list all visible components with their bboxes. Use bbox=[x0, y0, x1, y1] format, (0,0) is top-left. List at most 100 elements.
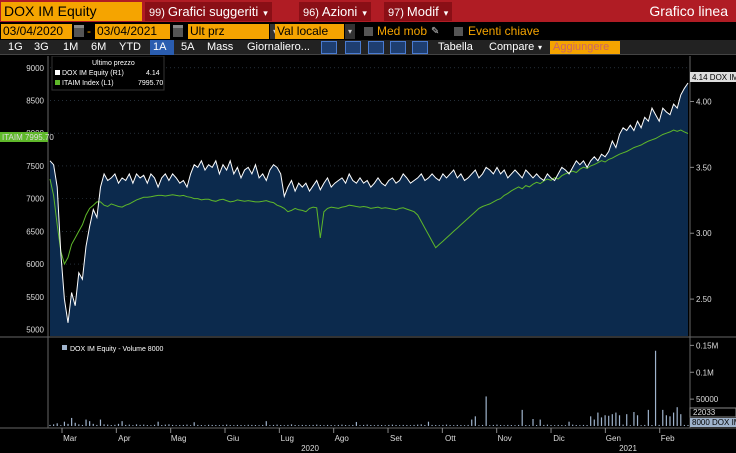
calendar-icon[interactable] bbox=[74, 25, 84, 37]
itaim-value-tag: ITAIM 7995.70 bbox=[0, 132, 54, 142]
period-tab-5a[interactable]: 5A bbox=[181, 41, 195, 53]
actions-menu[interactable]: 96) Azioni ▾ bbox=[299, 2, 371, 21]
drawing-tools-icon[interactable] bbox=[390, 41, 406, 54]
dox-price-line bbox=[49, 82, 689, 323]
month-label: Ago bbox=[335, 434, 350, 443]
period-tab-3g[interactable]: 3G bbox=[34, 41, 49, 53]
price-chart[interactable]: 900085008000750070006500600055005000 4.0… bbox=[0, 56, 736, 453]
annotation-icon[interactable] bbox=[368, 41, 384, 54]
price-legend: Ultimo prezzo DOX IM Equity (R1) 4.14 IT… bbox=[51, 56, 165, 91]
chart-type-title: Grafico linea bbox=[649, 3, 728, 19]
moving-average-checkbox[interactable] bbox=[364, 27, 373, 36]
price-field-select[interactable]: Ult prz bbox=[188, 24, 269, 39]
frequency-select[interactable]: Giornaliero... bbox=[247, 41, 310, 53]
calendar-icon[interactable] bbox=[173, 25, 183, 37]
period-toolbar: 1G 3G 1M 6M YTD 1A 5A Mass Giornaliero..… bbox=[0, 40, 736, 55]
dropdown-arrow-icon: ▾ bbox=[443, 8, 449, 18]
chevron-down-icon[interactable]: ▾ bbox=[345, 24, 355, 39]
menu-number: 97) bbox=[388, 7, 404, 19]
period-tab-max[interactable]: Mass bbox=[207, 41, 234, 53]
svg-text:ITAIM 7995.70: ITAIM 7995.70 bbox=[2, 133, 54, 142]
settings-icon[interactable] bbox=[412, 41, 428, 54]
itaim-index-line bbox=[49, 129, 689, 266]
line-chart-icon[interactable] bbox=[321, 41, 337, 54]
svg-text:DOX IM Equity - Volume 8000: DOX IM Equity - Volume 8000 bbox=[70, 346, 163, 353]
dox-price-area bbox=[50, 83, 688, 336]
ticker-field[interactable]: DOX IM Equity bbox=[1, 2, 142, 21]
month-label: Apr bbox=[118, 434, 131, 443]
left-tick-label: 9000 bbox=[26, 64, 44, 73]
month-label: Mar bbox=[63, 434, 77, 443]
dropdown-arrow-icon: ▾ bbox=[263, 8, 268, 18]
legend-itaim-value: 7995.70 bbox=[138, 80, 163, 87]
svg-text:8000 DOX IM: 8000 DOX IM bbox=[692, 418, 736, 427]
left-tick-label: 5500 bbox=[26, 293, 44, 302]
add-security-field[interactable]: Aggiungere bbox=[550, 41, 620, 54]
period-tab-6m[interactable]: 6M bbox=[91, 41, 107, 53]
month-label: Ott bbox=[445, 434, 456, 443]
month-label: Gen bbox=[606, 434, 621, 443]
table-button[interactable]: Tabella bbox=[438, 41, 473, 53]
month-label: Giu bbox=[227, 434, 239, 443]
volume-axis: 0.15M 0.1M 50000 bbox=[690, 341, 719, 404]
period-tab-ytd[interactable]: YTD bbox=[119, 41, 141, 53]
volume-tick-label: 0.1M bbox=[696, 368, 714, 377]
legend-dox-value: 4.14 bbox=[146, 70, 160, 77]
period-tab-1g[interactable]: 1G bbox=[8, 41, 23, 53]
month-label: Dic bbox=[553, 434, 565, 443]
left-tick-label: 7500 bbox=[26, 162, 44, 171]
right-tick-label: 3.50 bbox=[696, 163, 712, 172]
left-axis: 900085008000750070006500600055005000 bbox=[26, 64, 44, 335]
moving-average-label: Med mob bbox=[377, 24, 428, 38]
dox-value-tag: 4.14 DOX IM bbox=[690, 72, 736, 82]
right-axis: 4.00 3.50 3.00 2.50 bbox=[690, 97, 712, 304]
pencil-icon[interactable]: ✎ bbox=[431, 26, 440, 37]
menu-number: 96) bbox=[303, 7, 319, 19]
left-tick-label: 7000 bbox=[26, 195, 44, 204]
left-tick-label: 6500 bbox=[26, 227, 44, 236]
right-tick-label: 3.00 bbox=[696, 229, 712, 238]
menu-label: Grafici suggeriti bbox=[167, 4, 259, 19]
chevron-down-icon[interactable]: ▾ bbox=[538, 43, 543, 52]
left-tick-label: 8500 bbox=[26, 97, 44, 106]
month-label: Mag bbox=[171, 434, 187, 443]
volume-tick-label: 50000 bbox=[696, 395, 719, 404]
legend-dox: DOX IM Equity (R1) bbox=[62, 70, 124, 77]
volume-tags: 22033 8000 DOX IM bbox=[689, 407, 736, 427]
date-separator: - bbox=[87, 24, 91, 38]
left-tick-label: 6000 bbox=[26, 260, 44, 269]
right-tick-label: 2.50 bbox=[696, 295, 712, 304]
menu-label: Modif bbox=[406, 4, 439, 19]
suggested-charts-menu[interactable]: 99) Grafici suggeriti ▾ bbox=[145, 2, 272, 21]
svg-text:4.14 DOX IM: 4.14 DOX IM bbox=[692, 73, 736, 82]
x-axis: Mar Apr Mag Giu Lug Ago Set Ott Nov Dic Gen Feb 2020… bbox=[61, 428, 675, 453]
menu-number: 99) bbox=[149, 7, 165, 19]
edit-menu[interactable]: 97) Modif ▾ bbox=[384, 2, 453, 21]
month-label: Set bbox=[390, 434, 403, 443]
chart-style-icon[interactable] bbox=[345, 41, 361, 54]
menu-label: Azioni bbox=[321, 4, 358, 19]
period-tab-1m[interactable]: 1M bbox=[63, 41, 79, 53]
right-tick-label: 4.00 bbox=[696, 97, 712, 106]
svg-text:22033: 22033 bbox=[693, 408, 716, 417]
month-label: Feb bbox=[661, 434, 675, 443]
legend-title: Ultimo prezzo bbox=[92, 60, 135, 67]
month-label: Lug bbox=[281, 434, 294, 443]
volume-bars bbox=[49, 350, 689, 426]
period-tab-1a[interactable]: 1A bbox=[150, 40, 174, 55]
key-events-label: Eventi chiave bbox=[468, 24, 540, 38]
volume-legend: DOX IM Equity - Volume 8000 bbox=[62, 345, 163, 353]
year-label: 2021 bbox=[619, 444, 637, 453]
start-date-field[interactable]: 03/04/2020 bbox=[1, 24, 72, 39]
left-tick-label: 5000 bbox=[26, 325, 44, 334]
dropdown-arrow-icon: ▾ bbox=[362, 8, 367, 18]
legend-itaim: ITAIM Index (L1) bbox=[62, 80, 114, 87]
currency-field-select[interactable]: Val locale bbox=[275, 24, 344, 39]
year-label: 2020 bbox=[301, 444, 319, 453]
month-label: Nov bbox=[498, 434, 512, 443]
date-range-bar: 03/04/2020 - 03/04/2021 Ult prz ▾ Val lo… bbox=[0, 23, 736, 40]
key-events-checkbox[interactable] bbox=[454, 27, 463, 36]
end-date-field[interactable]: 03/04/2021 bbox=[95, 24, 170, 39]
compare-button[interactable]: Compare bbox=[489, 41, 535, 53]
top-bar: DOX IM Equity 99) Grafici suggeriti ▾ 96) A… bbox=[0, 0, 736, 22]
